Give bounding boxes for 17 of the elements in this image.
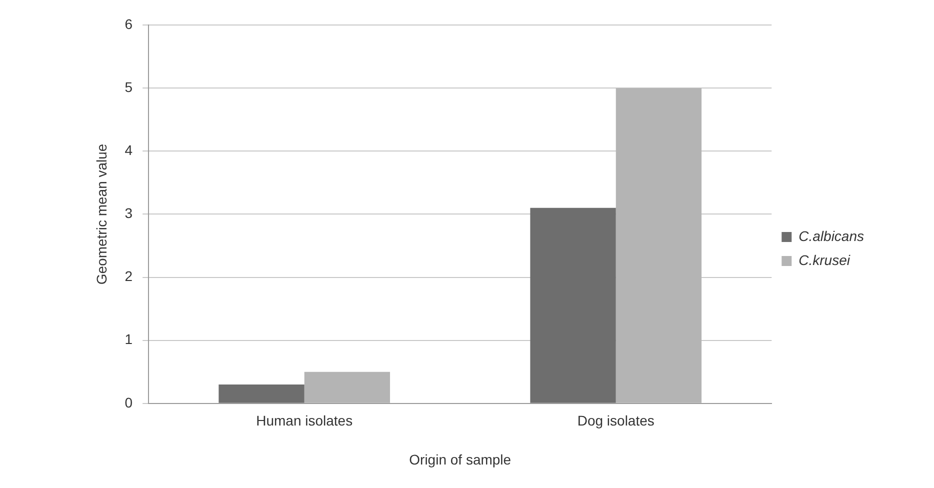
x-tick-label: Human isolates <box>256 412 353 429</box>
legend-label: C.krusei <box>798 252 851 268</box>
bar <box>218 384 304 403</box>
x-tick-label: Dog isolates <box>577 412 654 429</box>
legend-label: C.albicans <box>798 228 864 244</box>
bar <box>530 208 616 403</box>
x-axis-title: Origin of sample <box>409 451 512 468</box>
y-tick-label: 2 <box>124 268 133 284</box>
bar <box>616 88 702 403</box>
y-tick-label: 6 <box>124 16 133 32</box>
y-tick-label: 3 <box>124 205 133 222</box>
y-axis-title: Geometric mean value <box>93 144 110 285</box>
y-tick-label: 1 <box>124 331 133 348</box>
y-tick-label: 0 <box>124 394 133 410</box>
bar <box>304 372 390 403</box>
y-tick-label: 4 <box>124 142 133 158</box>
y-tick-label: 5 <box>124 78 133 95</box>
